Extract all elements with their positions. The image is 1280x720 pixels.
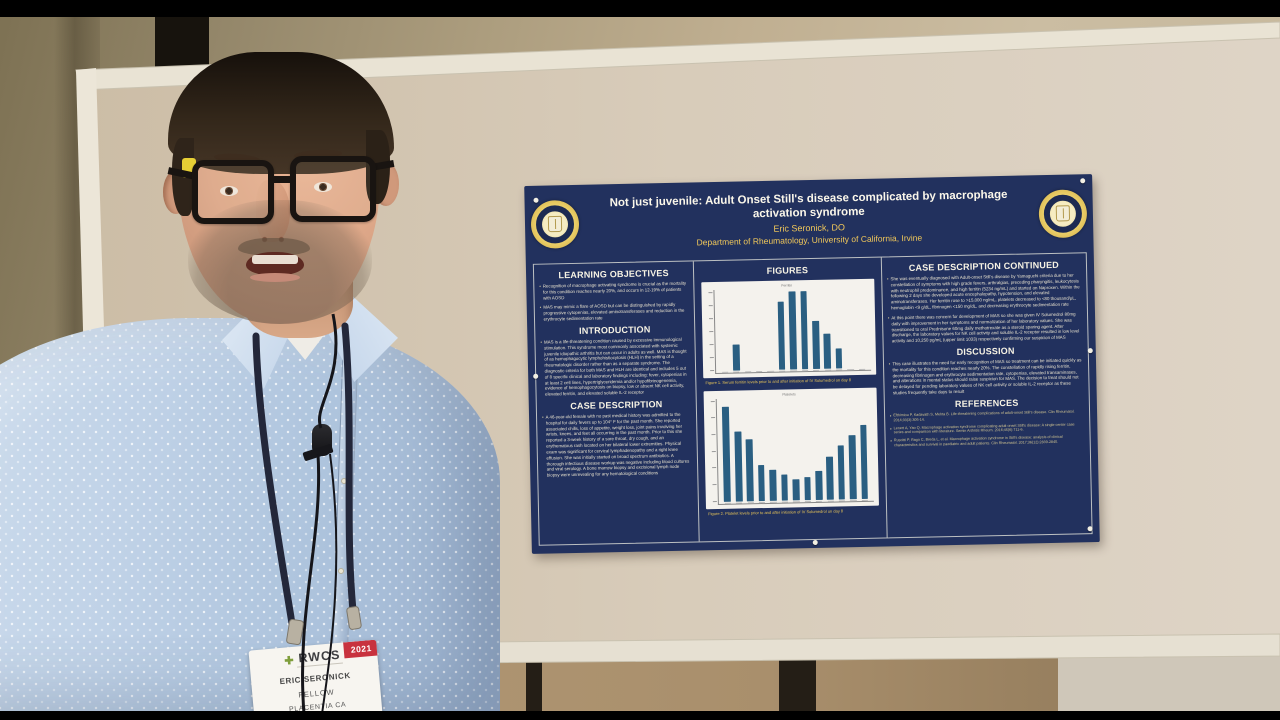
lanyard-clip-left (286, 618, 304, 646)
letterbox-bottom (0, 711, 1280, 720)
lanyard-clip-right (346, 606, 362, 630)
letterbox-top (0, 0, 1280, 17)
glasses-lens-right (290, 156, 376, 222)
mustache (238, 238, 310, 256)
presenter-hair (168, 52, 394, 174)
mic-cable-lower (301, 453, 321, 715)
shirt-button (338, 568, 344, 574)
mic-cable-upper (318, 313, 338, 429)
presenter-head (163, 52, 399, 328)
glasses-lens-left (192, 160, 274, 224)
lanyard-cord-right (341, 322, 358, 624)
table-leg (526, 660, 542, 712)
eye-right (314, 182, 332, 192)
glasses-bridge (270, 176, 294, 183)
lower-lip (250, 273, 300, 282)
mic-cable-strand (321, 453, 338, 715)
lanyard-cord-left (252, 332, 298, 640)
eye-left (220, 186, 238, 196)
teeth (252, 255, 298, 264)
wall-below-right (1058, 650, 1280, 712)
table-leg (779, 658, 816, 712)
